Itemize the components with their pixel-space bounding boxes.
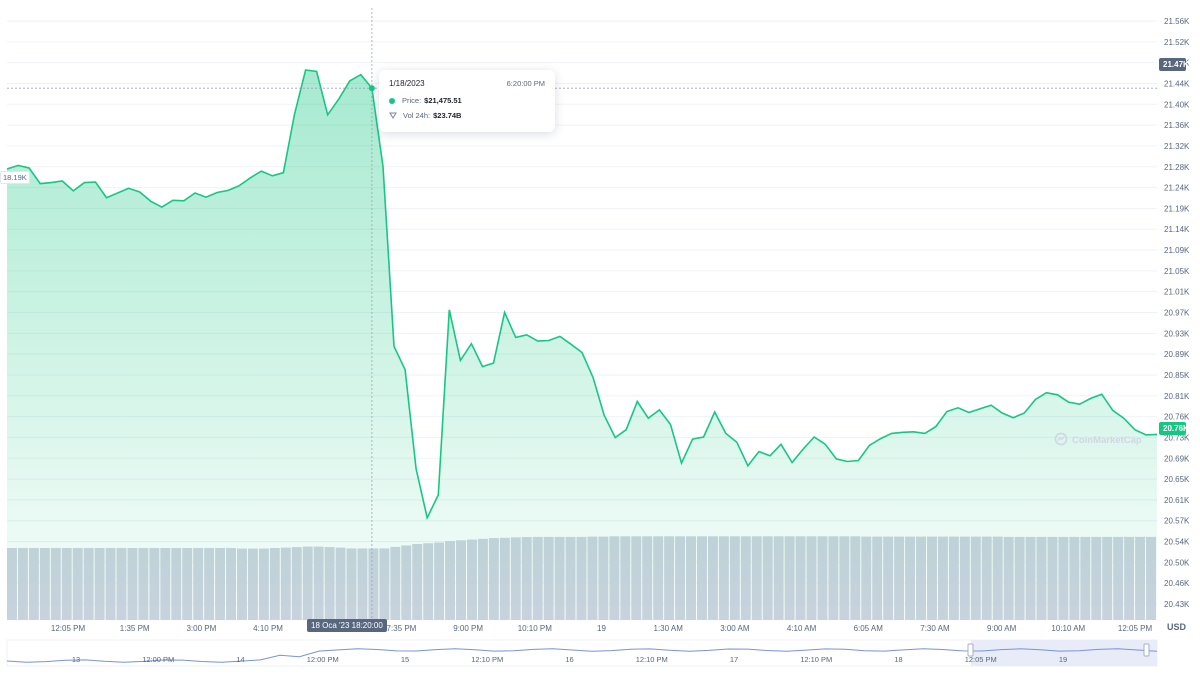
- y-tick-label: 21.32K: [1164, 142, 1190, 151]
- y-tick-label: 21.24K: [1164, 184, 1190, 193]
- x-tick-label: 10:10 AM: [1051, 624, 1085, 633]
- y-tick-label: 20.73K: [1164, 433, 1190, 442]
- y-tick-label: 20.50K: [1164, 558, 1190, 567]
- navigator-tick-label: 15: [401, 655, 409, 664]
- tooltip-volume-label: Vol 24h:: [403, 111, 431, 120]
- x-tick-label: 7:35 PM: [387, 624, 417, 633]
- coinmarketcap-watermark: CoinMarketCap: [1054, 432, 1142, 449]
- navigator-tick-label: 17: [730, 655, 738, 664]
- x-tick-label: 19: [597, 624, 606, 633]
- start-price-label: 18.19K: [0, 171, 30, 184]
- y-tick-label: 20.69K: [1164, 454, 1190, 463]
- y-tick-label: 21.28K: [1164, 163, 1190, 172]
- x-tick-label: 9:00 PM: [453, 624, 483, 633]
- hover-point: [368, 85, 375, 92]
- tooltip-volume-value: $23.74B: [433, 111, 462, 120]
- y-tick-label: 21.09K: [1164, 246, 1190, 255]
- coinmarketcap-logo-icon: [1054, 432, 1068, 449]
- navigator-tick-label: 12:10 PM: [471, 655, 503, 664]
- navigator-handle-right: [1143, 643, 1150, 657]
- y-tick-label: 21.40K: [1164, 100, 1190, 109]
- x-tick-label: 3:00 AM: [720, 624, 750, 633]
- diamond-icon: [389, 112, 397, 119]
- y-tick-label: 20.97K: [1164, 309, 1190, 318]
- navigator-tick-label: 12:05 PM: [965, 655, 997, 664]
- navigator-tick-label: 19: [1059, 655, 1067, 664]
- navigator-tick-label: 18: [894, 655, 902, 664]
- navigator-tick-label: 16: [565, 655, 573, 664]
- crosshair-time-label: 18 Oca '23 18:20:00: [307, 619, 387, 632]
- x-tick-label: 1:30 AM: [654, 624, 684, 633]
- y-tick-label: 20.89K: [1164, 350, 1190, 359]
- price-line: [6, 69, 1158, 521]
- y-tick-label: 21.01K: [1164, 288, 1190, 297]
- tooltip-price-label: Price:: [402, 96, 422, 105]
- x-tick-label: 4:10 AM: [787, 624, 817, 633]
- tooltip-volume-row: Vol 24h: $23.74B: [389, 111, 461, 120]
- x-tick-label: 12:05 PM: [51, 624, 86, 633]
- tooltip-date: 1/18/2023: [389, 79, 425, 88]
- y-tick-label: 21.56K: [1164, 17, 1190, 26]
- navigator-tick-label: 12:00 PM: [142, 655, 174, 664]
- chart-tooltip: 1/18/2023 6:20:00 PM Price: $21,475.51 V…: [379, 70, 555, 132]
- y-tick-label: 21.05K: [1164, 267, 1190, 276]
- current-price-tag: 20.76K: [1159, 422, 1189, 435]
- currency-label: USD: [1167, 622, 1187, 632]
- y-tick-label: 21.19K: [1164, 204, 1190, 213]
- tooltip-time: 6:20:00 PM: [506, 79, 545, 88]
- x-tick-label: 12:05 PM: [1118, 624, 1153, 633]
- y-tick-label: 21.52K: [1164, 38, 1190, 47]
- y-tick-label: 20.46K: [1164, 579, 1190, 588]
- x-tick-label: 6:05 AM: [854, 624, 884, 633]
- navigator-tick-label: 14: [236, 655, 244, 664]
- navigator-line: [6, 648, 1158, 663]
- y-tick-label: 20.85K: [1164, 371, 1190, 380]
- y-tick-label: 20.57K: [1164, 517, 1190, 526]
- x-tick-label: 9:00 AM: [987, 624, 1017, 633]
- y-tick-label: 20.54K: [1164, 538, 1190, 547]
- navigator-tick-label: 12:10 PM: [636, 655, 668, 664]
- navigator-tick-label: 12:00 PM: [307, 655, 339, 664]
- hover-price-tag: 21.47K: [1159, 58, 1189, 71]
- y-tick-label: 20.76K: [1164, 413, 1190, 422]
- navigator-selection: [971, 640, 1157, 666]
- price-area: [7, 70, 1157, 620]
- y-tick-label: 20.93K: [1164, 329, 1190, 338]
- tooltip-price-value: $21,475.51: [424, 96, 462, 105]
- x-axis-ticks: 12:05 PM 1:35 PM 3:00 PM 4:10 PM 7:35 PM 9:00…: [51, 624, 1153, 633]
- x-tick-label: 1:35 PM: [120, 624, 150, 633]
- navigator-handle-left: [967, 643, 974, 657]
- y-tick-label: 21.14K: [1164, 225, 1190, 234]
- y-tick-label: 20.61K: [1164, 496, 1190, 505]
- y-tick-label: 21.36K: [1164, 121, 1190, 130]
- x-tick-label: 10:10 PM: [518, 624, 553, 633]
- tooltip-price-row: Price: $21,475.51: [389, 96, 462, 105]
- navigator-tick-label: 12:10 PM: [800, 655, 832, 664]
- x-tick-label: 3:00 PM: [186, 624, 216, 633]
- y-tick-label: 21.44K: [1164, 79, 1190, 88]
- watermark-text: CoinMarketCap: [1072, 435, 1142, 446]
- x-tick-label: 4:10 PM: [253, 624, 283, 633]
- y-axis-ticks: 21.56K21.52K21.47K21.44K21.40K21.36K21.3…: [1164, 17, 1190, 609]
- range-navigator: 13 12:00 PM 14 12:00 PM 15 12:10 PM 16 12:10 PM…: [6, 639, 1158, 667]
- price-dot-icon: [389, 97, 395, 104]
- navigator-tick-label: 13: [72, 655, 80, 664]
- y-tick-label: 20.43K: [1164, 600, 1190, 609]
- y-tick-label: 20.81K: [1164, 392, 1190, 401]
- y-tick-label: 20.65K: [1164, 475, 1190, 484]
- x-tick-label: 7:30 AM: [920, 624, 950, 633]
